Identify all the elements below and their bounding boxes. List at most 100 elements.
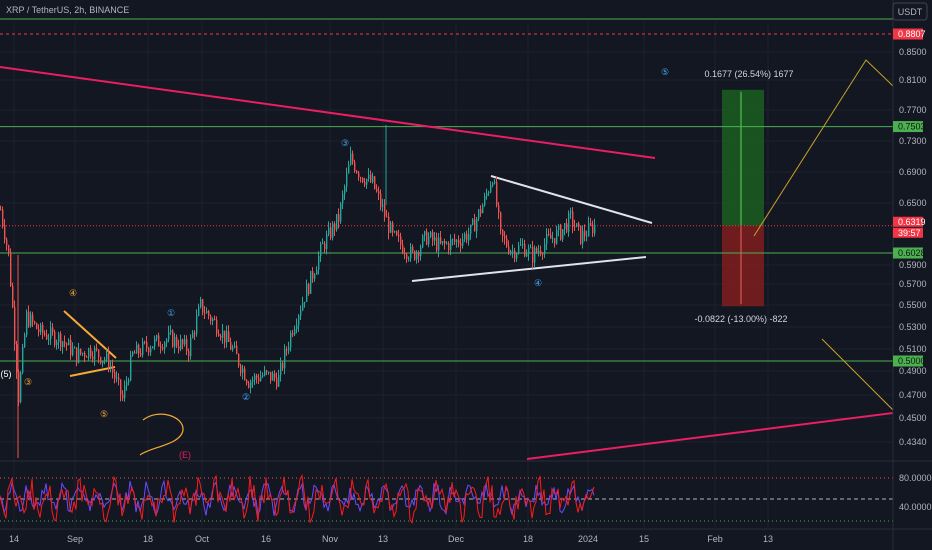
candle-body	[324, 243, 326, 250]
candle-body	[462, 239, 464, 246]
candle-body	[22, 346, 24, 373]
candle-body	[182, 339, 184, 345]
y-tick-label: 0.5300	[899, 322, 927, 332]
candle-body	[500, 212, 502, 230]
candle-body	[178, 345, 180, 350]
y-tick-label: 0.5900	[899, 260, 927, 270]
candle-body	[242, 368, 244, 373]
candle-body	[424, 231, 426, 236]
candle-body	[310, 270, 312, 294]
candle-body	[540, 250, 542, 254]
trendline-upper-pink	[0, 66, 656, 159]
candle-body	[56, 342, 58, 345]
horizontal-levels	[0, 18, 893, 362]
candle-body	[516, 253, 518, 259]
candle-body	[292, 332, 294, 335]
candle-body	[124, 385, 126, 399]
candle-body	[520, 244, 522, 246]
triangle-upper-line	[490, 175, 653, 224]
candle-body	[410, 246, 412, 259]
candle-body	[576, 223, 578, 227]
candle-body	[342, 194, 344, 204]
candle-body	[40, 324, 42, 332]
candle-body	[526, 254, 528, 257]
y-tick-label: 0.6900	[899, 167, 927, 177]
wave-label: (5)	[1, 369, 12, 379]
y-tick-label: 0.8100	[899, 75, 927, 85]
candle-body	[314, 274, 316, 279]
candle-body	[366, 178, 368, 185]
candle-body	[308, 284, 310, 294]
candle-body	[352, 153, 354, 163]
y-tick-label: 0.7300	[899, 136, 927, 146]
candle-body	[134, 352, 136, 354]
candle-body	[412, 246, 414, 252]
candle-body	[130, 355, 132, 381]
candle-body	[396, 231, 398, 236]
candle-body	[258, 378, 260, 381]
candle-body	[326, 234, 328, 250]
candle-body	[380, 193, 382, 207]
candle-body	[84, 353, 86, 357]
wave-label: ③	[24, 377, 32, 387]
candle-body	[102, 360, 104, 364]
candle-body	[470, 224, 472, 234]
candle-body	[578, 223, 580, 226]
candle-body	[574, 226, 576, 228]
candle-body	[0, 209, 2, 211]
candle-body	[244, 368, 246, 381]
rsi-line	[0, 473, 595, 525]
candle-body	[316, 269, 318, 275]
candle-body	[86, 356, 88, 358]
wave-label: ⑤	[100, 409, 108, 419]
candle-body	[42, 324, 44, 334]
candle-body	[128, 380, 130, 383]
candle-body	[118, 377, 120, 380]
candle-body	[224, 330, 226, 343]
triangle-lower-line	[411, 256, 647, 282]
candle-body	[52, 327, 54, 332]
candle-body	[226, 331, 228, 343]
candle-body	[514, 250, 516, 259]
candle-body	[478, 209, 480, 219]
candle-body	[98, 349, 100, 358]
currency-button[interactable]	[892, 2, 928, 21]
candle-body	[492, 183, 494, 186]
position-profit-label: 0.1677 (26.54%) 1677	[704, 69, 793, 79]
candle-body	[570, 211, 572, 213]
candle-body	[558, 225, 560, 231]
candle-body	[302, 302, 304, 311]
candle-body	[8, 245, 10, 253]
candle-body	[456, 240, 458, 242]
candle-body	[144, 341, 146, 343]
candle-body	[306, 284, 308, 302]
candle-body	[388, 216, 390, 233]
wave-label: ⑤	[661, 67, 669, 77]
long-position-tool[interactable]	[722, 89, 764, 307]
candle-body	[104, 359, 106, 361]
candle-body	[254, 375, 256, 380]
candle-body	[200, 299, 202, 307]
price-label-box	[893, 355, 923, 367]
candle-body	[420, 247, 422, 257]
candle-body	[62, 341, 64, 347]
candle-body	[328, 227, 330, 235]
candle-body	[572, 211, 574, 227]
candle-body	[282, 362, 284, 369]
candle-body	[192, 332, 194, 338]
candle-body	[518, 245, 520, 254]
candle-body	[198, 306, 200, 316]
candle-body	[350, 153, 352, 165]
candle-body	[262, 375, 264, 377]
candle-body	[68, 339, 70, 346]
candle-body	[186, 339, 188, 352]
price-label-text: 0.6319	[898, 217, 926, 227]
candle-body	[560, 225, 562, 240]
candle-body	[14, 307, 16, 344]
candle-body	[312, 270, 314, 279]
candle-body	[440, 237, 442, 244]
candle-body	[432, 232, 434, 241]
rsi-tick-label: 80.0000	[899, 473, 932, 483]
candle-body	[528, 247, 530, 255]
